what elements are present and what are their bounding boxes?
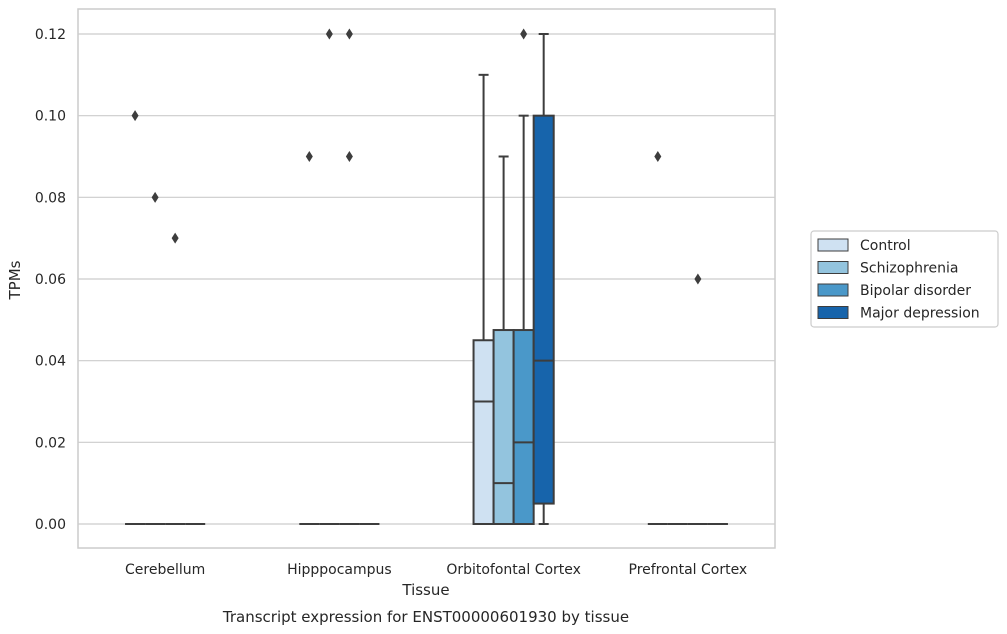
outlier-point bbox=[131, 110, 139, 122]
box-2-0 bbox=[472, 73, 495, 525]
x-tick-label: Hipppocampus bbox=[287, 562, 392, 578]
legend-label: Schizophrenia bbox=[860, 261, 958, 277]
plot-area bbox=[125, 28, 728, 525]
x-tick-label: Cerebellum bbox=[125, 562, 205, 578]
plot-frame bbox=[77, 8, 776, 549]
legend-swatch bbox=[817, 283, 849, 297]
y-gridlines bbox=[78, 33, 775, 525]
outlier-point bbox=[305, 151, 313, 162]
box-2-1 bbox=[492, 155, 515, 525]
y-tick-label: 0.00 bbox=[35, 517, 66, 533]
y-tick-label: 0.10 bbox=[35, 109, 66, 125]
legend-label: Bipolar disorder bbox=[860, 283, 971, 299]
box-1-2 bbox=[339, 28, 360, 525]
box-iqr bbox=[472, 339, 495, 525]
legend-item: Schizophrenia bbox=[817, 261, 958, 277]
box-0-2 bbox=[165, 232, 186, 525]
outlier-point bbox=[345, 151, 353, 162]
box-1-1 bbox=[319, 28, 340, 525]
y-tick-label: 0.08 bbox=[35, 190, 66, 206]
legend-label: Control bbox=[860, 238, 911, 254]
x-axis-label: Tissue bbox=[401, 581, 449, 599]
box-0-0 bbox=[125, 110, 146, 525]
legend-item: Major depression bbox=[817, 306, 980, 322]
box-2-3 bbox=[532, 33, 555, 525]
box-iqr bbox=[532, 114, 555, 505]
legend-item: Control bbox=[817, 238, 911, 254]
y-tick-label: 0.06 bbox=[35, 272, 66, 288]
outlier-point bbox=[654, 151, 662, 162]
box-0-1 bbox=[145, 191, 166, 525]
legend-item: Bipolar disorder bbox=[817, 283, 971, 299]
legend-label: Major depression bbox=[860, 306, 980, 322]
y-tick-label: 0.02 bbox=[35, 435, 66, 451]
box-3-0 bbox=[647, 151, 668, 525]
y-axis-label: TPMs bbox=[6, 260, 24, 300]
box-iqr bbox=[492, 329, 515, 525]
x-tick-labels: Cerebellum Hipppocampus Orbitofontal Corte… bbox=[125, 562, 747, 578]
y-tick-label: 0.12 bbox=[35, 27, 66, 43]
outlier-point bbox=[325, 28, 333, 40]
legend-swatch bbox=[817, 238, 849, 252]
legend-frame bbox=[810, 230, 999, 328]
y-tick-label: 0.04 bbox=[35, 354, 66, 370]
x-tick-label: Prefrontal Cortex bbox=[629, 562, 748, 578]
legend-swatch bbox=[817, 261, 849, 274]
box-1-0 bbox=[299, 151, 320, 525]
y-tick-labels: 0.00 0.02 0.04 0.06 0.08 0.10 0.12 bbox=[35, 27, 66, 533]
outlier-point bbox=[151, 191, 159, 203]
outlier-point bbox=[520, 28, 528, 40]
outlier-point bbox=[345, 28, 353, 40]
x-tick-label: Orbitofontal Cortex bbox=[446, 562, 581, 578]
box-3-2 bbox=[687, 273, 708, 525]
outlier-point bbox=[171, 232, 179, 244]
legend-swatch bbox=[817, 306, 849, 319]
chart-caption: Transcript expression for ENST0000060193… bbox=[222, 608, 629, 626]
legend: Control Schizophrenia Bipolar disorder Majo… bbox=[810, 230, 999, 328]
box-iqr bbox=[512, 329, 535, 525]
outlier-point bbox=[694, 273, 702, 285]
box-2-2 bbox=[512, 28, 535, 525]
